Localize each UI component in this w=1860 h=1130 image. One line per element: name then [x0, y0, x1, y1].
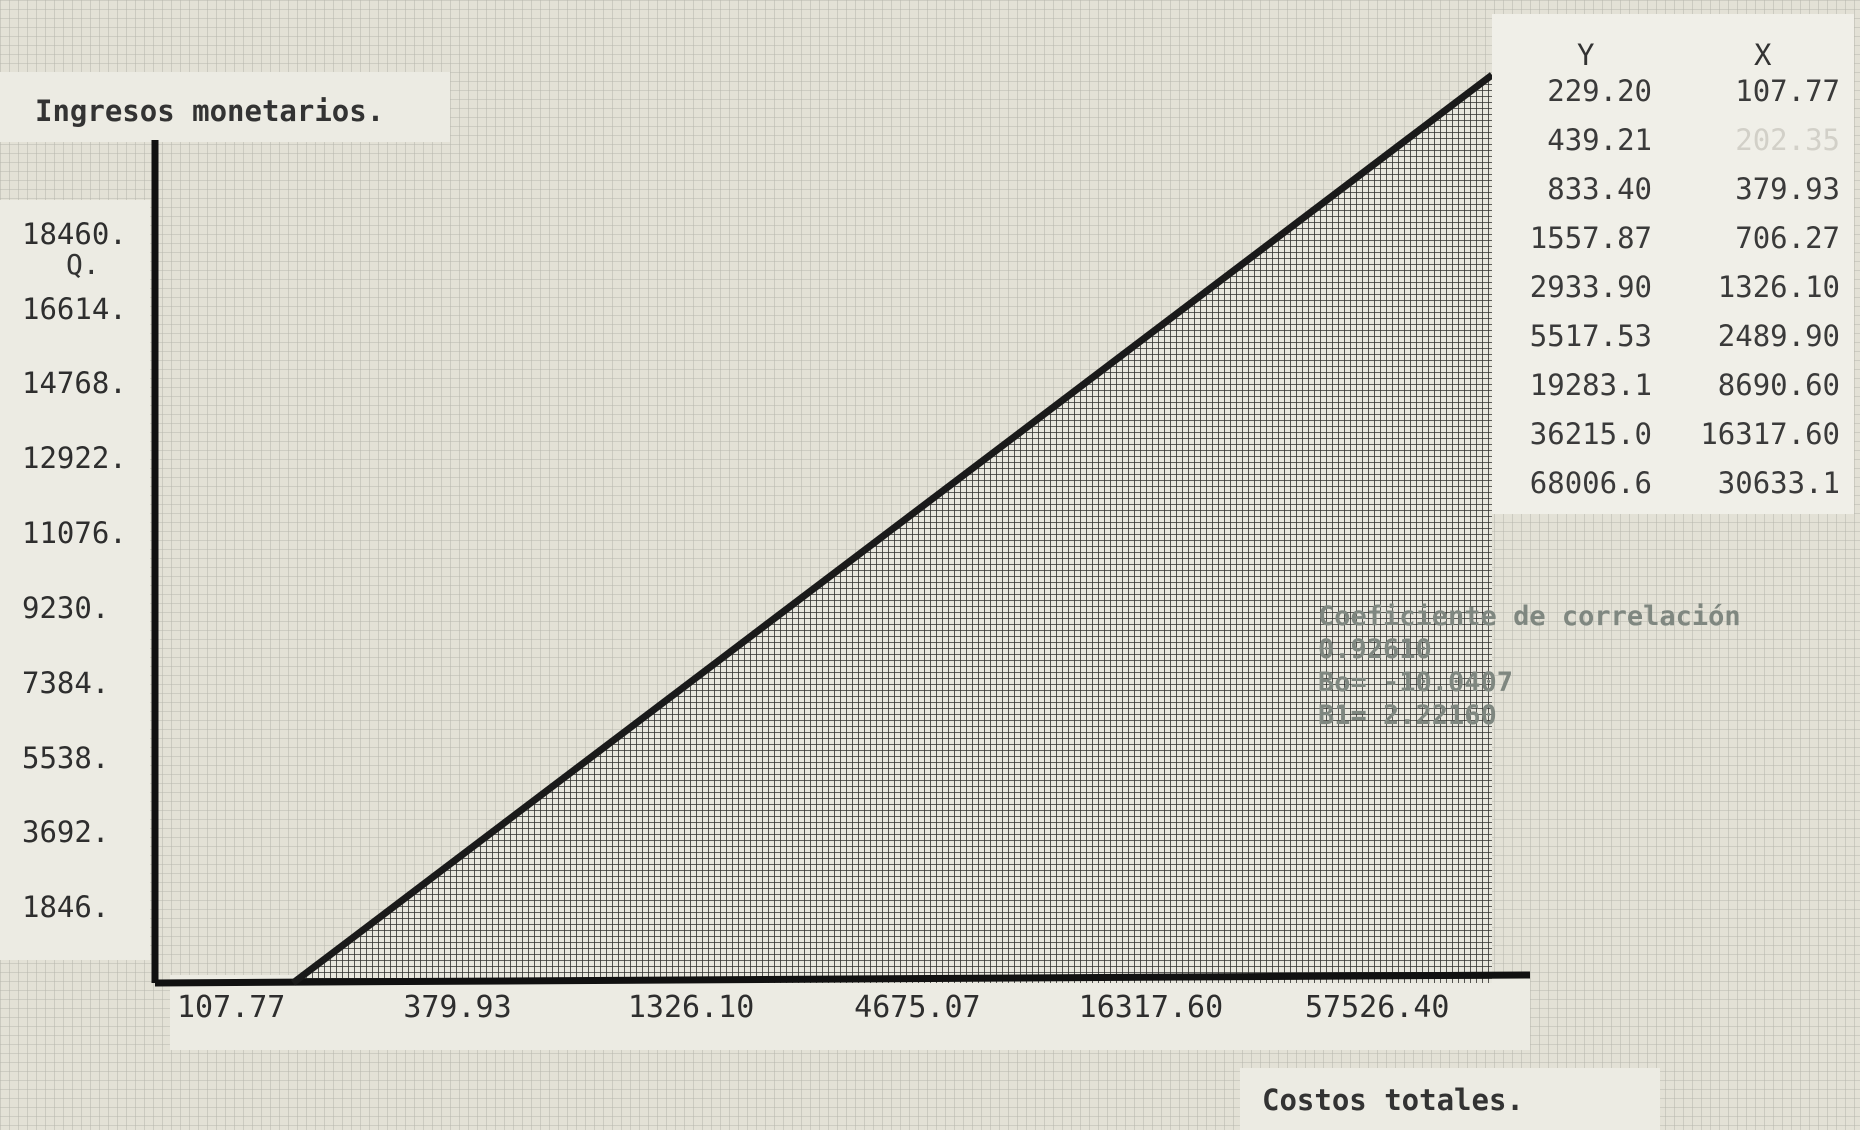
- coef-value: 0.92610: [1318, 634, 1432, 665]
- regression-stats: Coeficiente de correlación 0.92610 Bo= -…: [1318, 600, 1741, 732]
- table-cell-x: 107.77: [1735, 74, 1840, 108]
- y-tick-label: 12922.: [22, 441, 127, 476]
- y-tick-label: 14768.: [22, 366, 127, 401]
- x-axis-title: Costos totales.: [1262, 1083, 1524, 1117]
- data-table: Y X 229.20 107.77 439.21 202.35 833.40 379.93…: [1492, 14, 1854, 514]
- y-axis-title: Ingresos monetarios.: [35, 94, 385, 128]
- table-cell-x: 379.93: [1735, 172, 1840, 206]
- y-tick-label: 9230.: [22, 590, 110, 625]
- table-cell-y: 19283.1: [1529, 368, 1652, 402]
- x-tick-label: 107.77: [177, 990, 286, 1025]
- x-tick-label: 1326.10: [627, 990, 755, 1025]
- table-cell-x: 1326.10: [1717, 270, 1840, 304]
- table-cell-y: 833.40: [1547, 172, 1652, 206]
- y-tick-label: 18460.: [22, 216, 127, 251]
- table-cell-x: 16317.60: [1700, 417, 1840, 451]
- table-cell-x: 706.27: [1735, 221, 1840, 255]
- table-cell-y: 36215.0: [1529, 417, 1652, 451]
- x-tick-label: 57526.40: [1305, 990, 1450, 1025]
- yticks-paper: [0, 200, 150, 960]
- table-cell-y: 439.21: [1547, 123, 1652, 157]
- table-cell-y: 2933.90: [1529, 270, 1652, 304]
- table-header-y: Y: [1577, 38, 1595, 72]
- x-tick-label: 16317.60: [1078, 990, 1224, 1025]
- y-axis-unit: Q.: [66, 248, 100, 281]
- x-axis: [154, 971, 1531, 987]
- ylabel-paper: [0, 72, 450, 142]
- x-tick-label: 379.93: [403, 990, 512, 1025]
- table-cell-x: 8690.60: [1717, 368, 1840, 402]
- table-header-x: X: [1754, 38, 1772, 72]
- y-tick-label: 11076.: [22, 516, 127, 551]
- table-cell-y: 229.20: [1547, 74, 1652, 108]
- table-cell-x: 2489.90: [1717, 319, 1840, 353]
- table-cell-x: 30633.1: [1717, 466, 1840, 500]
- table-cell-y: 5517.53: [1529, 319, 1652, 353]
- table-cell-x: 202.35: [1735, 123, 1840, 157]
- coef-label: Coeficiente de correlación: [1318, 601, 1741, 632]
- table-cell-y: 68006.6: [1529, 466, 1652, 500]
- regression-line: [290, 72, 1495, 986]
- table-cell-y: 1557.87: [1529, 221, 1652, 255]
- y-tick-label: 7384.: [22, 665, 110, 700]
- y-tick-label: 16614.: [22, 291, 127, 326]
- x-tick-label: 4675.07: [854, 990, 981, 1025]
- y-tick-label: 3692.: [22, 815, 110, 850]
- b1-value: B1= 2.22160: [1318, 700, 1497, 731]
- y-tick-label: 1846.: [22, 890, 110, 925]
- y-tick-label: 5538.: [22, 740, 110, 775]
- b0-value: Bo= -10.0407: [1318, 667, 1514, 698]
- xlabel-paper: [1240, 1068, 1660, 1130]
- xticks-paper: [170, 975, 1530, 1050]
